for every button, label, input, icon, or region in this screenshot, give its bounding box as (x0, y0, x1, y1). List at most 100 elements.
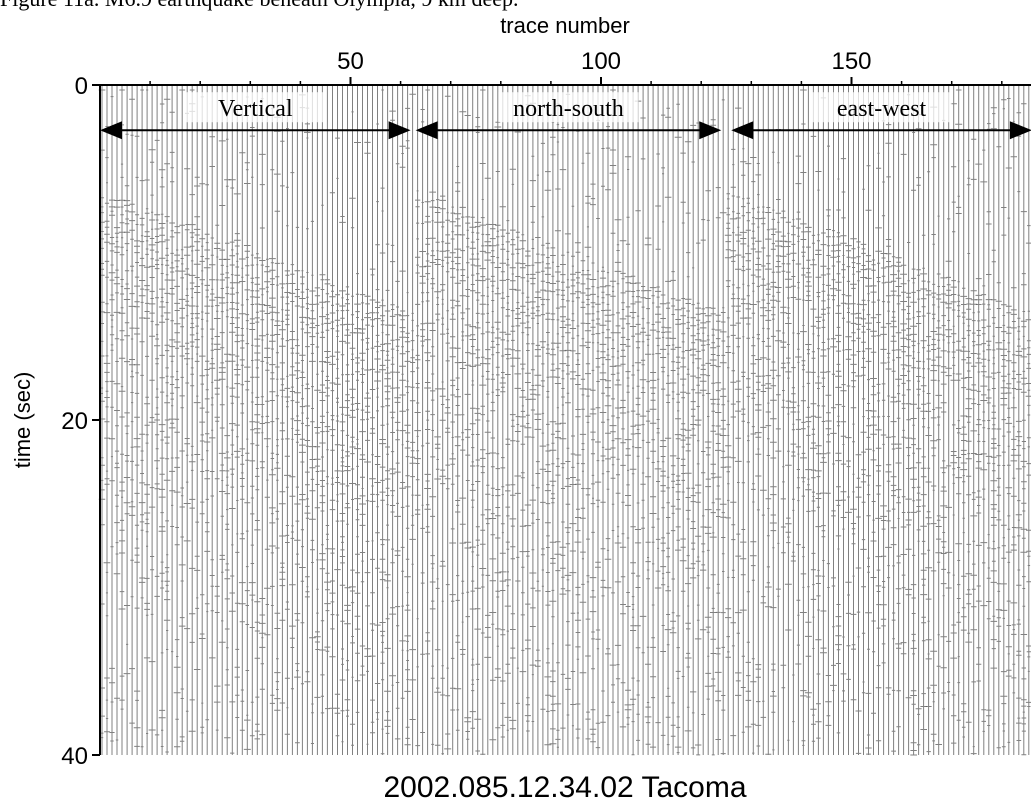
trace (594, 85, 602, 755)
annotation: north-south (513, 96, 624, 122)
trace (654, 85, 662, 755)
trace (308, 85, 316, 755)
trace (304, 85, 311, 755)
trace (920, 85, 928, 755)
trace (634, 85, 642, 755)
trace (990, 85, 998, 755)
trace (699, 85, 707, 755)
trace (915, 85, 922, 755)
trace (624, 85, 632, 755)
trace (549, 85, 557, 755)
trace (599, 85, 607, 755)
trace (980, 85, 988, 755)
x-tick-label: 100 (581, 48, 621, 75)
trace (339, 85, 346, 755)
trace (514, 85, 522, 755)
trace (268, 85, 276, 755)
trace (409, 85, 417, 755)
trace (314, 85, 321, 755)
trace (564, 85, 572, 755)
trace (825, 85, 832, 755)
trace (469, 85, 477, 755)
trace (734, 85, 742, 755)
x-axis-label: trace number (500, 13, 630, 38)
trace (168, 85, 176, 755)
trace (98, 85, 106, 755)
trace (158, 85, 166, 755)
trace (424, 85, 432, 755)
trace (694, 85, 702, 756)
trace (284, 85, 291, 755)
trace (218, 85, 226, 755)
trace (334, 85, 341, 755)
trace (379, 85, 387, 755)
trace (774, 85, 782, 755)
trace (243, 85, 251, 755)
trace (359, 85, 366, 755)
trace (840, 85, 847, 755)
trace (354, 85, 361, 755)
trace (238, 85, 246, 755)
trace (890, 85, 897, 755)
trace (254, 85, 261, 755)
trace (1000, 85, 1008, 755)
trace (820, 85, 827, 755)
trace (759, 85, 767, 755)
trace (293, 85, 301, 755)
trace (669, 85, 677, 755)
trace (865, 85, 872, 755)
trace (784, 85, 792, 755)
trace (1015, 85, 1023, 755)
trace (278, 85, 286, 755)
trace (394, 85, 401, 755)
trace (930, 85, 938, 755)
trace (910, 85, 918, 756)
trace (554, 85, 562, 755)
trace (193, 85, 201, 755)
trace (429, 85, 437, 755)
trace (679, 85, 687, 755)
x-tick-label: 50 (337, 48, 364, 75)
trace (289, 85, 296, 755)
trace (108, 85, 116, 755)
trace (1025, 85, 1031, 755)
trace (804, 85, 812, 755)
trace (544, 85, 552, 755)
trace (835, 85, 842, 755)
trace (629, 85, 637, 756)
arrow-head (731, 121, 754, 140)
trace (935, 85, 943, 755)
trace (644, 85, 652, 755)
trace (729, 85, 737, 755)
trace (128, 85, 136, 755)
trace (474, 85, 482, 755)
arrow-head (415, 121, 438, 140)
trace (154, 85, 161, 755)
trace (885, 85, 892, 755)
trace (494, 85, 502, 755)
trace (754, 85, 762, 755)
trace (559, 85, 567, 755)
trace (258, 85, 266, 755)
trace (148, 85, 156, 755)
trace (349, 85, 356, 755)
trace (905, 85, 912, 755)
trace (414, 85, 421, 755)
label-bg (185, 92, 326, 123)
arrow-head (388, 121, 411, 140)
trace (389, 85, 397, 755)
trace (233, 85, 241, 755)
trace (739, 85, 747, 755)
trace (584, 85, 592, 755)
arrow-head (699, 121, 722, 140)
trace (263, 85, 271, 755)
trace (344, 85, 351, 755)
trace (213, 85, 221, 755)
trace (704, 85, 712, 755)
trace (449, 85, 457, 755)
trace (399, 85, 406, 755)
trace (674, 85, 682, 755)
trace (940, 85, 948, 755)
trace (103, 85, 111, 755)
